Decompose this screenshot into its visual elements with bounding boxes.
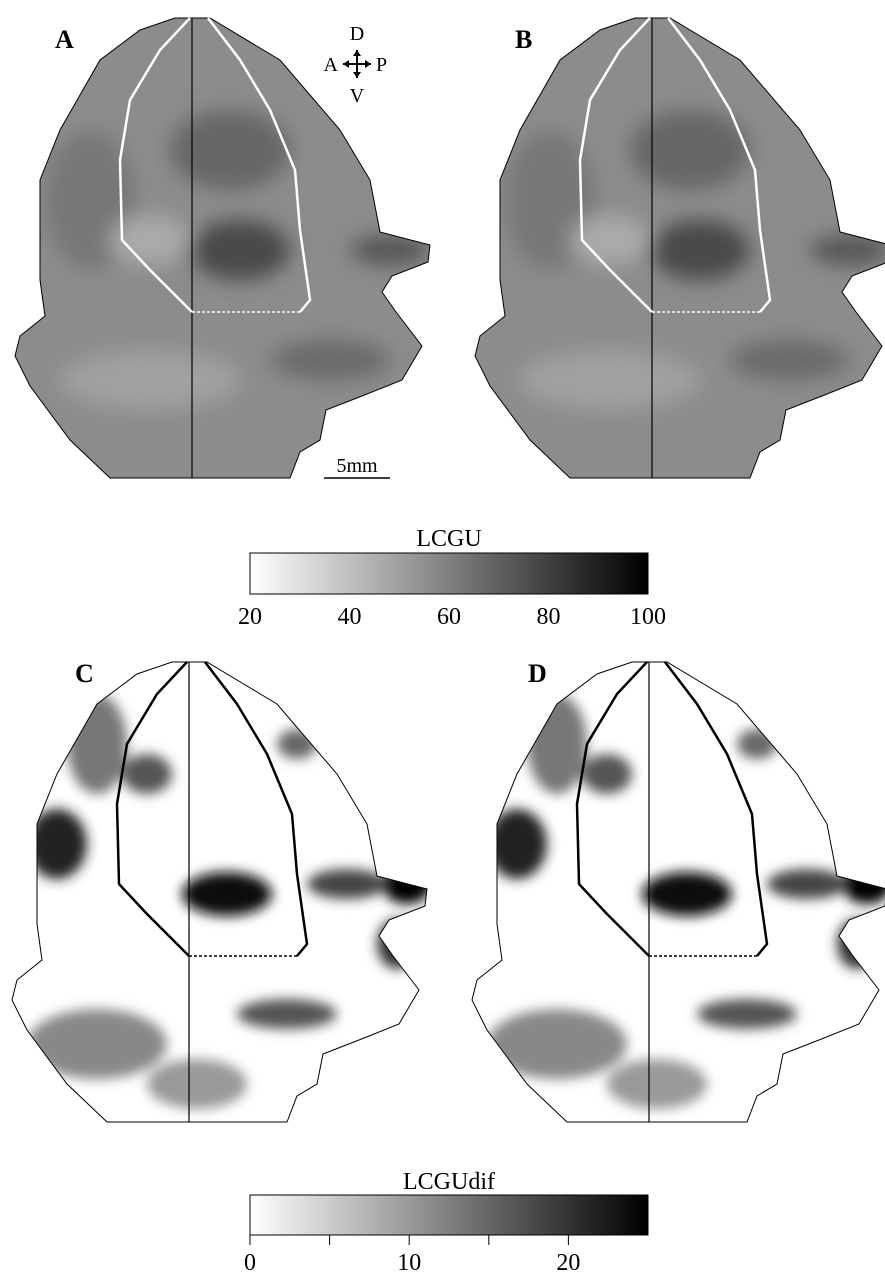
- orientation-label: V: [350, 85, 365, 107]
- orientation-label: A: [324, 54, 339, 76]
- figure: A B C D D A P V 5mm LCGU LCGUdif 20 40 60 8…: [0, 0, 885, 1282]
- map-b: [460, 0, 885, 480]
- colorbar-tick-label: 10: [397, 1250, 421, 1276]
- colorbar-tick-label: 80: [537, 604, 561, 630]
- colorbar-tick-label: 100: [630, 604, 666, 630]
- colorbar-title: LCGU: [416, 526, 481, 552]
- colorbar-tick-label: 0: [244, 1250, 256, 1276]
- map-c: [0, 644, 437, 1124]
- panel-label: A: [55, 25, 74, 54]
- orientation-label: P: [376, 54, 387, 76]
- panel-label: B: [515, 25, 532, 54]
- scale-bar-label: 5mm: [336, 455, 378, 477]
- panel-label: C: [75, 659, 94, 688]
- colorbar-tick-label: 20: [556, 1250, 580, 1276]
- colorbar-tick-label: 20: [238, 604, 262, 630]
- colorbar-tick-label: 40: [338, 604, 362, 630]
- panel-label: D: [528, 659, 547, 688]
- colorbar-title: LCGUdif: [403, 1169, 495, 1195]
- colorbar-tick-label: 60: [437, 604, 461, 630]
- map-a: [0, 0, 440, 480]
- colorbar: [250, 1195, 648, 1235]
- orientation-compass: D A P V: [324, 23, 388, 107]
- orientation-label: D: [350, 23, 364, 45]
- map-d: [457, 644, 885, 1124]
- colorbar: [250, 553, 648, 594]
